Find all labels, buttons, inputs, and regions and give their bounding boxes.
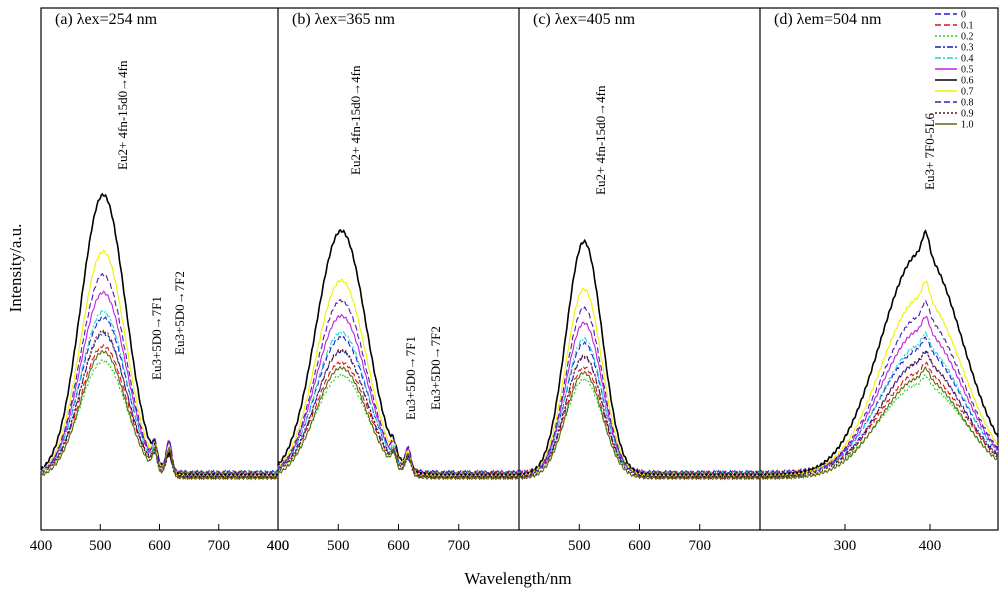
panel-label: (c) λex=405 nm bbox=[533, 11, 636, 28]
x-tick-label: 400 bbox=[919, 538, 942, 554]
series-line-0.9 bbox=[518, 354, 761, 480]
series-line-0.2 bbox=[518, 377, 761, 476]
annotation: Eu3+5D0→7F2 bbox=[428, 326, 443, 410]
legend-label: 0.9 bbox=[961, 109, 974, 120]
series-line-0.7 bbox=[277, 278, 520, 479]
x-tick-label: 700 bbox=[448, 538, 471, 554]
annotation: Eu2+ 4fn-15d0→4fn bbox=[348, 65, 363, 175]
legend-label: 0.8 bbox=[961, 98, 974, 109]
y-axis-title: Intensity/a.u. bbox=[6, 224, 25, 313]
panel-label: (a) λex=254 nm bbox=[55, 11, 158, 28]
x-tick-label: 600 bbox=[387, 538, 410, 554]
legend-label: 0 bbox=[961, 10, 966, 21]
series-line-0.3 bbox=[759, 350, 999, 477]
panel-label: (d) λem=504 nm bbox=[774, 11, 882, 28]
annotation: Eu3+ 7F0-5L6 bbox=[922, 112, 937, 190]
legend-label: 0.1 bbox=[961, 21, 974, 32]
series-line-0.5 bbox=[518, 321, 761, 478]
series-line-0.8 bbox=[759, 299, 999, 480]
series-line-0.8 bbox=[277, 298, 520, 480]
legend-label: 0.5 bbox=[961, 65, 974, 76]
series-line-0.1 bbox=[518, 365, 761, 475]
x-tick-label: 500 bbox=[568, 538, 591, 554]
panel-label: (b) λex=365 nm bbox=[292, 11, 396, 28]
series-line-0.9 bbox=[759, 349, 998, 480]
x-tick-label: 500 bbox=[327, 538, 350, 554]
x-tick-label: 700 bbox=[689, 538, 712, 554]
series-line-0.6 bbox=[759, 229, 999, 479]
legend-label: 0.4 bbox=[961, 54, 974, 65]
series-line-0.3 bbox=[40, 331, 279, 477]
series-line-0.1 bbox=[277, 360, 520, 475]
panel-labels: (a) λex=254 nm (b) λex=365 nm (c) λex=405 … bbox=[55, 11, 882, 28]
x-tick-label: 400 bbox=[30, 538, 53, 554]
annotation: Eu3+5D0→7F1 bbox=[403, 336, 418, 420]
series-line-0.2 bbox=[759, 374, 999, 476]
series-line-0.1 bbox=[759, 361, 999, 475]
legend-label: 1.0 bbox=[961, 120, 974, 131]
series-line-0.4 bbox=[759, 331, 999, 477]
legend-label: 0.2 bbox=[961, 32, 974, 43]
series-line-0.6 bbox=[277, 228, 520, 479]
x-axis-title: Wavelength/nm bbox=[464, 569, 571, 588]
series-line-1.0 bbox=[518, 370, 761, 481]
annotation: Eu2+ 4fn-15d0→4fn bbox=[593, 85, 608, 195]
annotation: Eu3+5D0→7F2 bbox=[172, 271, 187, 355]
annotation: Eu2+ 4fn-15d0→4fn bbox=[115, 60, 130, 170]
series-line-0.8 bbox=[40, 272, 279, 480]
series-line-0.7 bbox=[759, 280, 999, 479]
series-line-1.0 bbox=[277, 366, 520, 481]
series-line-1.0 bbox=[40, 349, 279, 481]
series-curves bbox=[40, 192, 999, 481]
x-tick-label: 600 bbox=[628, 538, 651, 554]
x-tick-label: 500 bbox=[89, 538, 112, 554]
legend: 00.10.20.30.40.50.60.70.80.91.0 bbox=[935, 10, 974, 131]
series-line-1.0 bbox=[759, 366, 999, 481]
x-tick-label: 400 bbox=[267, 538, 290, 554]
legend-label: 0.3 bbox=[961, 43, 974, 54]
series-line-0.3 bbox=[518, 355, 761, 477]
x-tick-label: 700 bbox=[208, 538, 231, 554]
series-line-0.7 bbox=[518, 287, 761, 479]
series-line-0 bbox=[759, 336, 999, 475]
x-tick-label: 400 bbox=[267, 538, 290, 554]
legend-label: 0.7 bbox=[961, 87, 974, 98]
x-tick-label: 600 bbox=[148, 538, 171, 554]
x-tick-label: 300 bbox=[834, 538, 857, 554]
legend-label: 0.6 bbox=[961, 76, 974, 87]
series-line-0.8 bbox=[518, 306, 761, 480]
series-line-0.7 bbox=[40, 249, 279, 479]
annotations: Eu2+ 4fn-15d0→4fn Eu3+5D0→7F1 Eu3+5D0→7F2 E… bbox=[115, 60, 937, 420]
annotation: Eu3+5D0→7F1 bbox=[149, 296, 164, 380]
series-line-0.1 bbox=[40, 343, 279, 476]
